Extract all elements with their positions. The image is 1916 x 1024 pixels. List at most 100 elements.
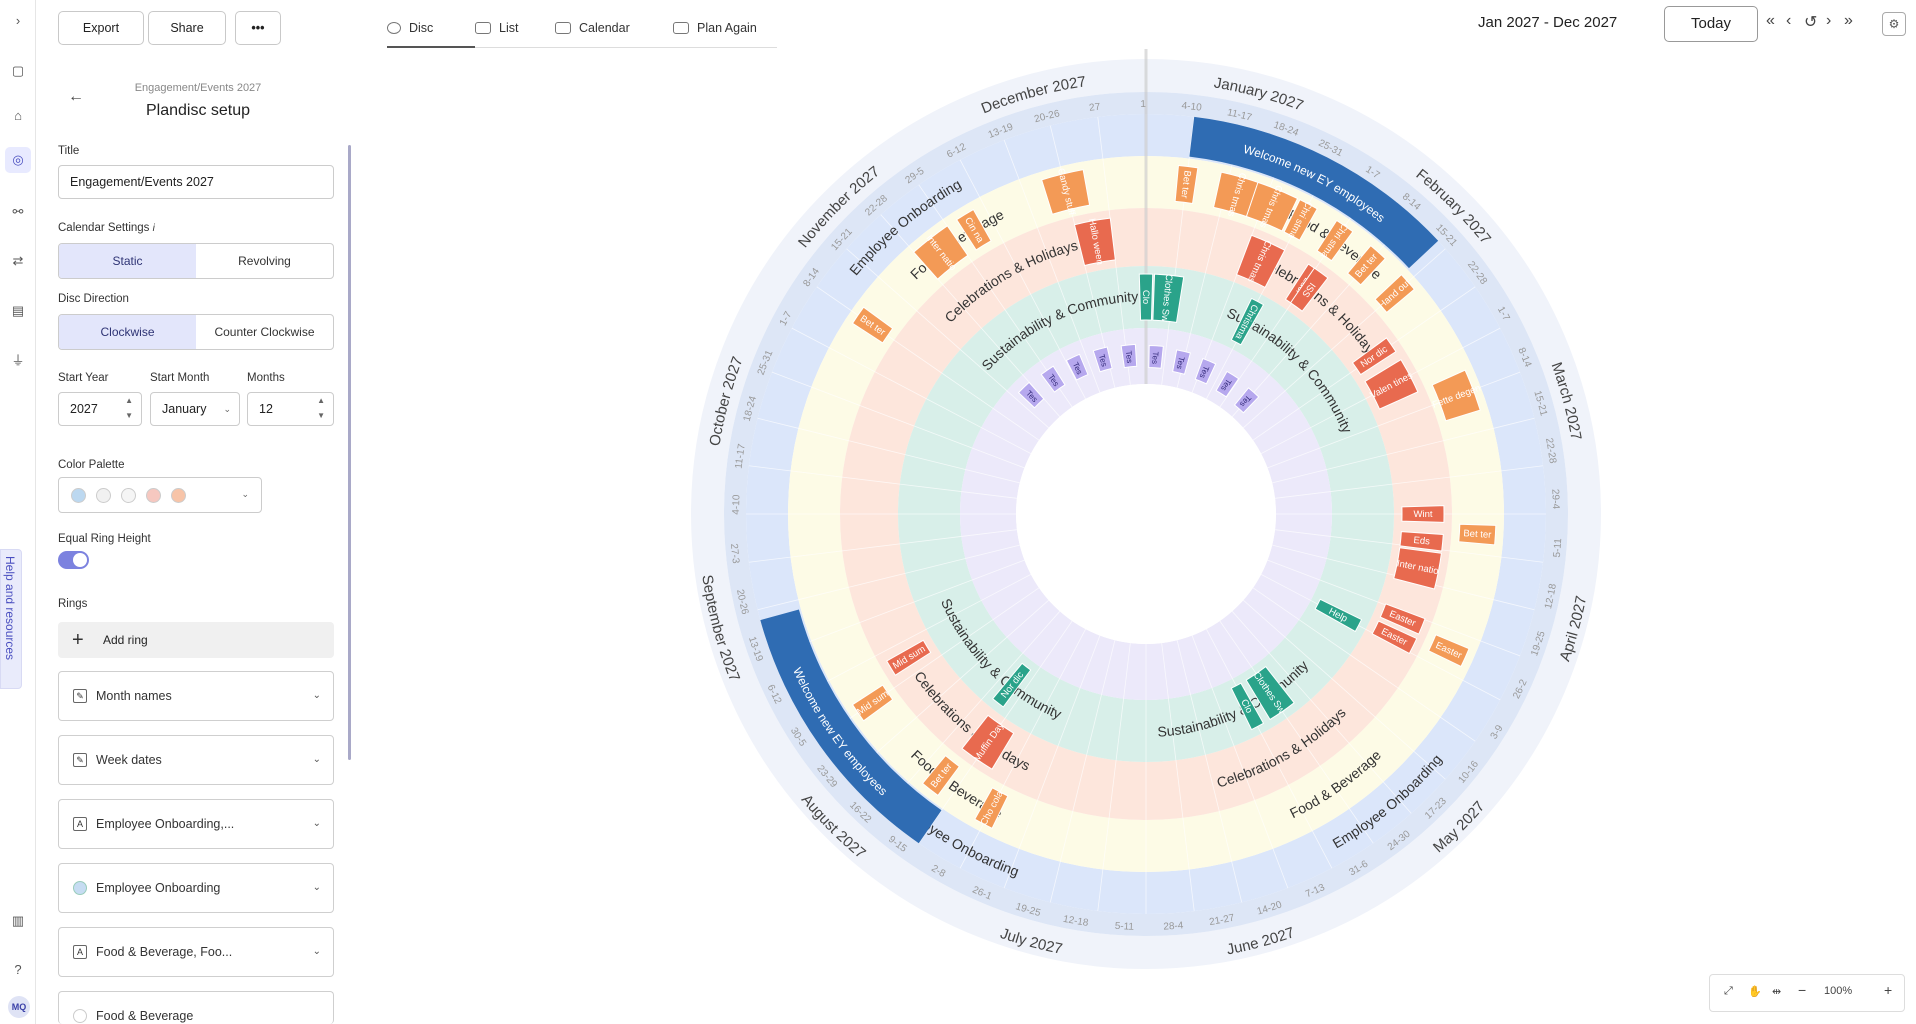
stepper-arrows-icon[interactable]: ▲ ▼ (317, 396, 325, 420)
week-gridline (971, 559, 1025, 581)
avatar[interactable]: MQ (8, 996, 30, 1018)
zoom-in-icon[interactable]: + (1884, 982, 1893, 998)
event-card[interactable]: Inter natio (913, 225, 969, 280)
inner-event-card[interactable]: Tes (1148, 345, 1164, 369)
event-card[interactable]: Chris tmas (1235, 234, 1286, 289)
event-card[interactable]: Eds (1399, 531, 1444, 552)
tab-plan-again[interactable]: Plan Again (673, 8, 777, 48)
event-card[interactable]: Bet ter (1458, 523, 1497, 546)
event-card[interactable]: Clo (1138, 273, 1154, 321)
title-input[interactable]: Engagement/Events 2027 (58, 165, 334, 199)
event-card[interactable]: Help (1314, 598, 1363, 633)
event-card[interactable]: Inter natio (1393, 547, 1442, 590)
share-button[interactable]: Share (148, 11, 226, 45)
inner-event-card[interactable]: Tes (1017, 381, 1045, 409)
start-year-stepper[interactable]: 2027 ▲ ▼ (58, 392, 142, 426)
revolving-option[interactable]: Revolving (238, 254, 291, 268)
static-option[interactable]: Static (59, 244, 196, 278)
ring-accordion[interactable]: A Food & Beverage, Foo... ⌄ (58, 927, 334, 977)
more-button[interactable]: ••• (235, 11, 281, 45)
help-resources-tab[interactable]: Help and resources (0, 549, 22, 689)
home-icon[interactable]: ⌂ (14, 108, 22, 123)
export-button[interactable]: Export (58, 11, 144, 45)
counter-clockwise-option[interactable]: Counter Clockwise (214, 325, 315, 339)
event-card[interactable]: Clothes Sw (1152, 274, 1185, 323)
previous-period-icon[interactable]: ‹ (1786, 12, 1792, 29)
inner-event-card[interactable]: Tes (1215, 370, 1240, 398)
disc-icon[interactable]: ◎ (5, 147, 31, 173)
week-gridline (965, 469, 1020, 484)
inner-event-card[interactable]: Tes (1092, 346, 1113, 373)
reset-icon[interactable]: ↺ (1804, 14, 1818, 31)
help-icon[interactable]: ? (14, 962, 22, 977)
inner-event-card[interactable]: Tes (1040, 365, 1066, 393)
fit-screen-icon[interactable]: ⤢ (1724, 985, 1733, 997)
ring-accordion[interactable]: Food & Beverage (58, 991, 334, 1024)
event-card[interactable]: Easter (1379, 603, 1426, 635)
notes-icon[interactable]: ▢ (11, 63, 25, 78)
archive-icon[interactable]: ▤ (11, 303, 25, 318)
week-gridline (1319, 579, 1379, 603)
back-arrow-icon[interactable]: ← (68, 88, 84, 105)
band-event[interactable] (1189, 116, 1439, 269)
event-card[interactable]: Chris tmas (1245, 181, 1299, 232)
week-gridline (1269, 652, 1311, 700)
palette-swatch (96, 488, 111, 503)
week-label: 12-18 (1543, 582, 1559, 610)
tab-calendar[interactable]: Calendar (555, 8, 673, 48)
tab-list[interactable]: List (475, 8, 555, 48)
palette-swatch (121, 488, 136, 503)
info-icon[interactable]: i (152, 223, 155, 234)
today-button[interactable]: Today (1664, 6, 1758, 42)
week-gridline (1480, 640, 1521, 657)
equal-ring-height-toggle[interactable] (58, 551, 89, 569)
event-card[interactable]: Clo (1230, 682, 1265, 731)
inner-event-card[interactable]: Tes (1065, 353, 1089, 381)
panel-scrollbar[interactable] (348, 145, 351, 760)
inner-event-card[interactable]: Tes (1172, 349, 1191, 375)
hand-pan-icon[interactable]: ✋ (1748, 986, 1762, 998)
first-period-icon[interactable]: « (1766, 12, 1775, 29)
last-period-icon[interactable]: » (1844, 12, 1853, 29)
gear-icon[interactable]: ⚙ (1882, 12, 1906, 36)
color-palette-select[interactable]: ⌄ (58, 477, 262, 513)
expand-icon[interactable]: › (15, 13, 21, 28)
inner-event-card[interactable]: Tes (1120, 343, 1138, 369)
split-view-icon[interactable]: ⇹ (1772, 986, 1782, 998)
inner-event-card[interactable]: Tes (1233, 387, 1260, 414)
event-card[interactable]: Bet ter (1174, 164, 1199, 205)
event-card[interactable]: Wint (1401, 505, 1445, 523)
ring-accordion[interactable]: Employee Onboarding ⌄ (58, 863, 334, 913)
swap-icon[interactable]: ⇄ (12, 253, 24, 268)
stepper-arrows-icon[interactable]: ▲ ▼ (125, 396, 133, 420)
week-gridline (1272, 544, 1327, 559)
week-gridline (1231, 861, 1243, 903)
ring-accordion[interactable]: ✎ Week dates ⌄ (58, 735, 334, 785)
tab-disc[interactable]: Disc (387, 8, 475, 48)
event-card[interactable]: Valen tines (1364, 358, 1419, 410)
plug-icon[interactable]: ⏚ (11, 353, 25, 368)
start-year-label: Start Year (58, 372, 109, 384)
event-card[interactable]: ISS (1289, 267, 1329, 312)
rings-label: Rings (58, 598, 88, 610)
ring-accordion[interactable]: A Employee Onboarding,... ⌄ (58, 799, 334, 849)
band-event[interactable] (760, 609, 942, 844)
share-network-icon[interactable]: ⚯ (12, 204, 24, 219)
add-ring-button[interactable]: + Add ring (58, 622, 334, 658)
week-gridline (1175, 210, 1184, 268)
event-card[interactable]: Easter (1427, 634, 1470, 668)
inner-event-card[interactable]: Tes (1194, 357, 1217, 385)
next-period-icon[interactable]: › (1826, 12, 1832, 29)
start-month-select[interactable]: January ⌄ (150, 392, 240, 426)
event-card[interactable]: Hallo ween (1073, 218, 1116, 267)
week-gridline (1260, 574, 1311, 601)
zoom-out-icon[interactable]: − (1798, 982, 1807, 998)
building-icon[interactable]: ▥ (11, 913, 25, 928)
clockwise-option[interactable]: Clockwise (59, 315, 196, 349)
event-card[interactable]: Cin na (955, 208, 992, 251)
event-card[interactable]: Fette degen (1431, 369, 1482, 422)
months-stepper[interactable]: 12 ▲ ▼ (247, 392, 334, 426)
ring-accordion[interactable]: ✎ Month names ⌄ (58, 671, 334, 721)
event-card[interactable]: Candy stuff (1041, 167, 1091, 217)
